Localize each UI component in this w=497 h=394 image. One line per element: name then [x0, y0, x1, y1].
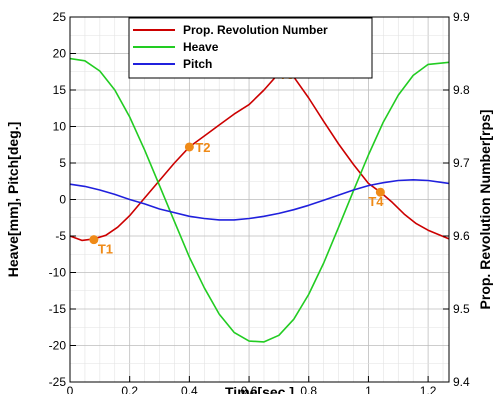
y-left-tick-label: 10: [53, 120, 67, 134]
y-left-tick-label: 0: [59, 193, 66, 207]
legend-label: Pitch: [183, 57, 212, 71]
y-axis-right-label: Prop. Revolution Number[rps]: [477, 110, 493, 310]
x-tick-label: 0.2: [121, 384, 138, 394]
y-right-tick-label: 9.8: [453, 83, 470, 97]
annotation-label: T1: [98, 242, 113, 257]
legend-label: Prop. Revolution Number: [183, 23, 328, 37]
y-left-tick-label: -10: [49, 266, 67, 280]
series-line-pitch: [69, 179, 450, 221]
y-right-tick-label: 9.7: [453, 156, 470, 170]
y-left-tick-label: 20: [53, 47, 67, 61]
x-tick-label: 0.4: [181, 384, 198, 394]
annotation-point: [184, 142, 194, 152]
y-left-tick-label: 25: [53, 10, 67, 24]
annotation-point: [89, 235, 99, 245]
y-right-tick-label: 9.6: [453, 229, 470, 243]
annotation-point: [375, 187, 385, 197]
y-left-tick-label: -25: [49, 375, 67, 389]
y-left-tick-label: -5: [55, 229, 66, 243]
x-tick-label: 1.2: [420, 384, 437, 394]
ticks: 0 0.2 0.4 0.6 0.8 1 1.2 -25 -20 -15 -10 -5 0 5 10 15 20 2…: [49, 10, 470, 394]
x-tick-label: 0.6: [241, 384, 258, 394]
y-right-tick-label: 9.5: [453, 302, 470, 316]
series-line-prop-revolution-number: [69, 64, 450, 242]
x-tick-label: 0: [67, 384, 74, 394]
x-tick-label: 1: [365, 384, 372, 394]
series-line-heave: [69, 57, 450, 343]
x-tick-label: 0.8: [300, 384, 317, 394]
legend-label: Heave: [183, 40, 219, 54]
y-right-tick-label: 9.4: [453, 375, 470, 389]
legend: Prop. Revolution Number Heave Pitch: [128, 17, 373, 79]
x-axis-label: Time[sec.]: [225, 384, 294, 394]
y-right-tick-label: 9.9: [453, 10, 470, 24]
series-layer: [69, 57, 450, 343]
y-left-tick-label: 15: [53, 83, 67, 97]
y-axis-left-label: Heave[mm], Pitch[deg.]: [5, 122, 21, 278]
y-left-tick-label: -20: [49, 339, 67, 353]
annotation-label: T4: [368, 194, 384, 209]
y-left-tick-label: -15: [49, 302, 67, 316]
annotation-label: T2: [195, 140, 210, 155]
y-left-tick-label: 5: [59, 156, 66, 170]
